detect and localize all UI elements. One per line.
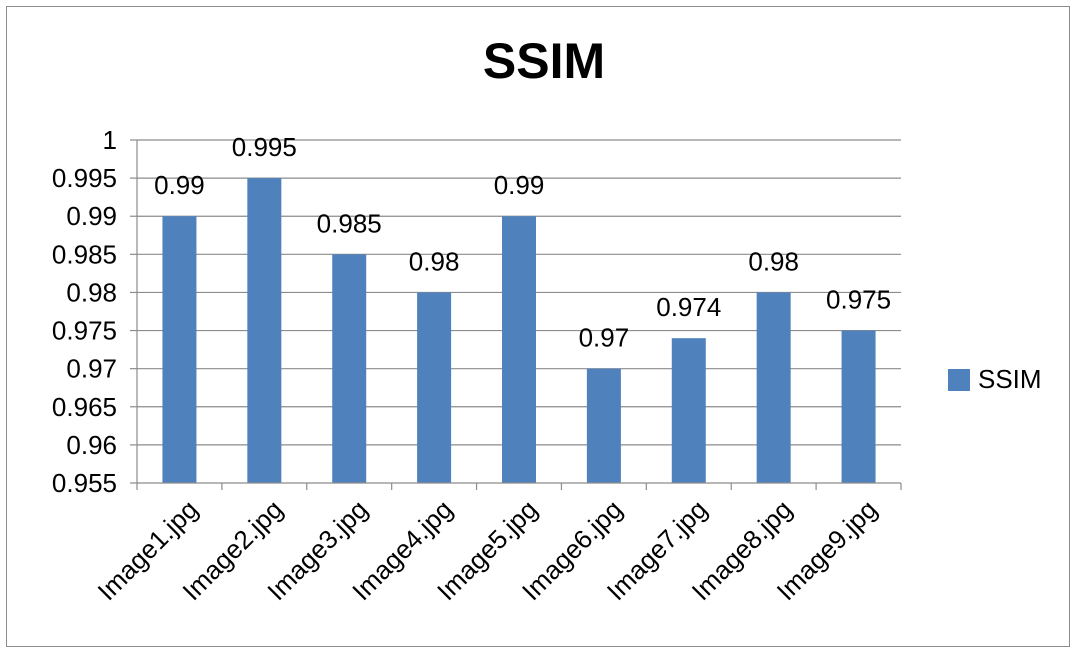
bar [247,178,282,483]
y-tick-label: 0.96 [66,430,117,460]
data-label: 0.985 [317,208,382,238]
y-tick-label: 0.975 [52,316,117,346]
bar [841,330,876,483]
y-tick-label: 0.99 [66,201,117,231]
y-tick-label: 0.985 [52,239,117,269]
data-label: 0.98 [748,246,799,276]
axes [136,140,902,490]
bar [502,216,536,483]
chart-title: SSIM [482,33,606,89]
data-label: 0.98 [409,246,460,276]
y-tick-label: 0.965 [52,392,117,422]
x-tick-labels: Image1.jpgImage2.jpgImage3.jpgImage4.jpg… [92,494,883,606]
bar [586,368,621,483]
bar [162,216,197,483]
legend-swatch [948,368,970,391]
bar [756,292,791,483]
bar [671,338,706,483]
legend: SSIM [948,364,1042,395]
data-label: 0.99 [154,170,205,200]
data-labels: 0.99 0.995 0.985 0.98 0.99 0.97 0.974 0.98 0.975 [154,132,891,353]
data-label: 0.995 [232,132,297,162]
y-tick-label: 0.97 [66,354,117,384]
data-label: 0.974 [656,292,721,322]
y-tick-label: 0.98 [66,277,117,307]
data-label: 0.975 [826,285,891,315]
bars [162,178,876,483]
data-label: 0.99 [494,170,545,200]
bar [332,254,367,483]
y-tick-label: 0.995 [52,163,117,193]
legend-label: SSIM [978,364,1042,394]
y-tick-label: 1 [103,125,117,155]
data-label: 0.97 [579,323,630,353]
y-tick-label: 0.955 [52,468,117,498]
y-tick-labels: 0.955 0.96 0.965 0.97 0.975 0.98 0.985 0.99 0.99… [52,125,117,498]
bar [417,292,452,483]
